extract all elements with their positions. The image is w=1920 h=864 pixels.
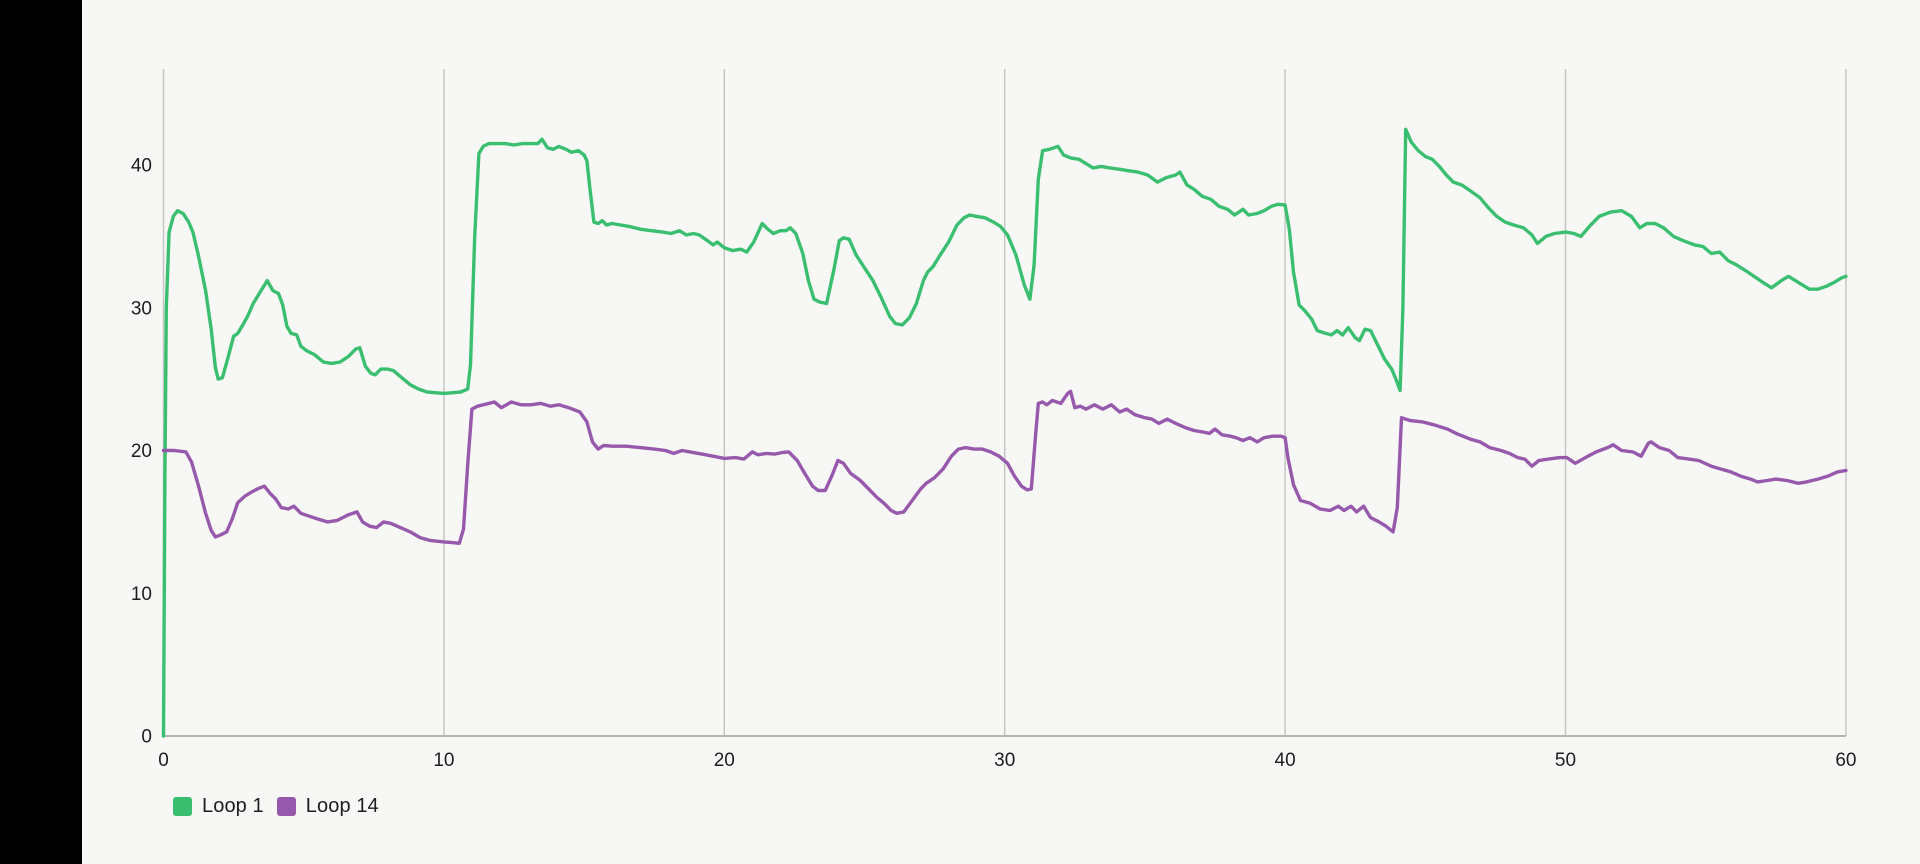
x-axis-tick-label: 0 xyxy=(158,750,169,771)
legend-item-loop-14[interactable]: Loop 14 xyxy=(276,795,379,817)
y-axis-tick-label: 40 xyxy=(131,156,152,177)
x-axis-tick-label: 60 xyxy=(1835,750,1856,771)
y-axis-tick-label: 0 xyxy=(141,727,152,748)
legend-swatch-loop-14 xyxy=(276,796,296,816)
left-black-panel xyxy=(0,0,82,864)
series-line-loop-14 xyxy=(161,389,1848,545)
y-axis-tick-label: 20 xyxy=(131,441,152,462)
y-axis-tick-label: 30 xyxy=(131,298,152,319)
x-axis-tick-label: 30 xyxy=(994,750,1015,771)
legend-item-loop-1[interactable]: Loop 1 xyxy=(173,795,264,817)
y-axis-tick-label: 10 xyxy=(131,584,152,605)
x-axis-tick-label: 10 xyxy=(433,750,454,771)
x-axis-tick-label: 20 xyxy=(714,750,735,771)
series-line-loop-1 xyxy=(161,127,1848,738)
x-axis-tick-label: 40 xyxy=(1275,750,1296,771)
legend-label-loop-14: Loop 14 xyxy=(305,795,379,817)
legend-label-loop-1: Loop 1 xyxy=(202,795,264,817)
x-axis-tick-label: 50 xyxy=(1555,750,1576,771)
legend-swatch-loop-1 xyxy=(173,796,192,816)
chart-legend: Loop 1 Loop 14 xyxy=(173,795,379,817)
